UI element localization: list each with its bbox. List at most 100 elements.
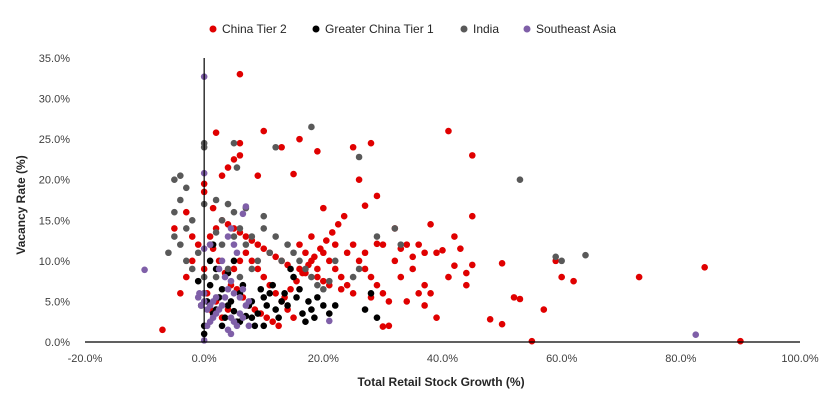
data-point [236,294,244,301]
data-point [325,257,333,265]
data-point [236,70,244,78]
data-point [245,298,253,305]
data-point [373,240,381,248]
data-point [215,265,223,273]
y-tick-label: 30.0% [39,94,70,106]
data-point [355,257,363,265]
data-point [248,314,256,321]
data-point [266,290,274,297]
y-tick-label: 35.0% [39,53,70,65]
data-point [278,143,285,151]
data-point [224,285,232,293]
data-point [302,249,309,257]
data-point [320,302,327,309]
y-tick-label: 10.0% [39,256,70,268]
data-point [182,184,190,192]
data-point [308,306,315,313]
data-point [373,233,381,240]
data-point [227,225,235,232]
data-point [233,322,241,330]
x-tick-label: 0.0% [192,353,217,365]
data-point [242,249,250,257]
data-point [379,241,387,248]
data-point [385,322,393,330]
data-point [296,241,303,248]
data-point [558,273,565,281]
data-point [239,285,247,293]
data-point [498,259,506,267]
data-point [308,273,315,281]
data-point [230,307,238,315]
data-point [397,273,405,281]
data-point [141,266,148,274]
data-point [415,290,422,297]
y-tick-label: 5.0% [45,296,70,308]
data-point [349,273,357,281]
data-point [239,210,247,218]
data-point [230,139,238,147]
data-point [272,233,279,240]
data-point [272,306,279,313]
data-point [552,253,560,261]
data-point [218,322,226,330]
data-point [245,322,253,330]
data-point [397,241,405,248]
data-point [171,233,178,240]
data-point [415,241,422,248]
axes [85,58,800,343]
data-point [177,172,184,179]
data-point [159,326,166,334]
data-point [272,290,279,297]
data-point [290,170,297,178]
data-point [296,135,303,143]
y-tick-label: 20.0% [39,175,70,187]
data-point [206,233,214,240]
data-point [182,225,190,232]
data-point [182,257,190,265]
data-point [445,273,452,281]
data-point [242,203,250,210]
data-point [197,302,205,309]
x-tick-label: 60.0% [546,353,577,365]
data-point [320,285,327,293]
data-point [165,249,172,257]
data-point [308,257,315,265]
data-point [498,320,506,328]
legend-marker [523,25,531,33]
data-point [236,257,244,265]
data-point [409,265,417,273]
data-point [433,249,440,257]
data-point [224,200,232,208]
data-point [224,265,232,273]
data-point [320,277,327,285]
x-tick-label: -20.0% [68,353,103,365]
data-point [275,322,282,330]
data-point [224,233,232,240]
data-point [331,265,339,273]
legend-label: China Tier 2 [222,22,287,36]
tick-labels: -20.0% 0.0% 20.0% 40.0% 60.0% 80.0% 100.0% 0.0%… [39,53,819,365]
data-point [516,295,524,303]
data-point [212,129,220,136]
data-point [340,212,348,220]
data-point [203,322,211,330]
data-point [510,294,518,301]
data-point [206,241,214,248]
data-point [349,143,357,151]
y-tick-label: 25.0% [39,134,70,146]
data-point [194,241,202,248]
data-point [227,330,235,338]
data-point [254,265,262,273]
data-point [194,249,202,257]
data-point [635,273,643,281]
legend-marker [312,25,320,33]
data-point [308,233,315,240]
data-point [296,257,303,265]
data-point [218,285,226,293]
y-tick-label: 15.0% [39,215,70,227]
data-point [320,204,327,212]
data-point [314,148,321,155]
data-point [287,285,294,293]
data-point [558,257,565,265]
data-point [248,233,256,240]
